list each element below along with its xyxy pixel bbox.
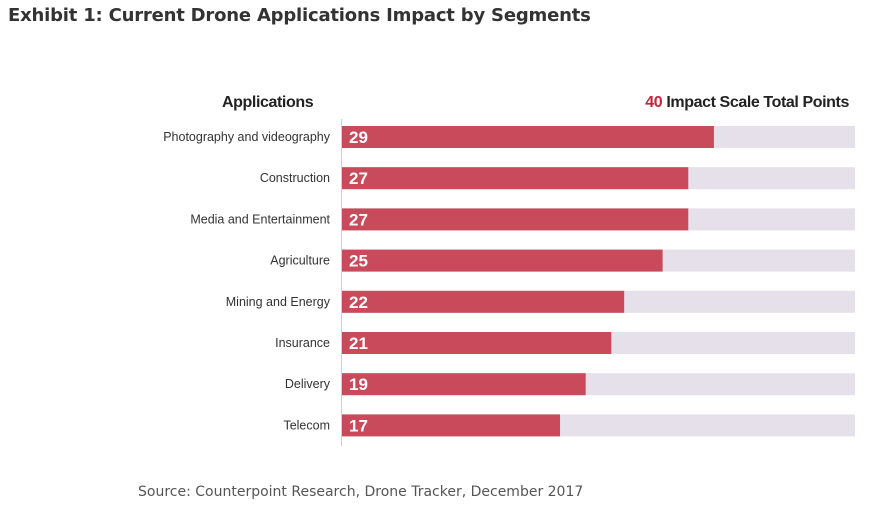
category-label: Delivery bbox=[285, 377, 331, 391]
impact-scale-max: 40 bbox=[645, 94, 663, 111]
category-label: Insurance bbox=[275, 336, 330, 350]
bar-value-label: 29 bbox=[349, 128, 368, 147]
bar-value-label: 17 bbox=[349, 416, 368, 435]
bar bbox=[342, 249, 663, 272]
category-label: Telecom bbox=[283, 418, 330, 432]
impact-scale-label: Scale Total Points bbox=[715, 94, 850, 111]
category-label: Mining and Energy bbox=[226, 295, 331, 309]
category-label: Media and Entertainment bbox=[190, 212, 330, 226]
impact-scale-header: 40 Impact Scale Total Points bbox=[645, 94, 849, 112]
bar-value-label: 21 bbox=[349, 334, 368, 353]
bar-value-label: 27 bbox=[349, 169, 368, 188]
impact-scale-word: Impact bbox=[662, 94, 716, 111]
applications-header: Applications bbox=[222, 94, 314, 111]
bar-value-label: 22 bbox=[349, 293, 368, 312]
bar bbox=[342, 208, 689, 231]
category-label: Agriculture bbox=[270, 254, 330, 268]
category-label: Construction bbox=[260, 171, 330, 185]
exhibit-title: Exhibit 1: Current Drone Applications Im… bbox=[8, 5, 591, 26]
bar bbox=[342, 373, 586, 396]
bar-value-label: 25 bbox=[349, 252, 368, 271]
bar bbox=[342, 332, 612, 354]
bar bbox=[342, 414, 561, 437]
bar bbox=[342, 167, 689, 190]
bar-value-label: 19 bbox=[349, 375, 368, 394]
source-note: Source: Counterpoint Research, Drone Tra… bbox=[138, 484, 584, 500]
bar bbox=[342, 290, 625, 313]
category-label: Photography and videography bbox=[163, 130, 331, 144]
bar-value-label: 27 bbox=[349, 210, 368, 229]
axis-line bbox=[341, 119, 342, 446]
bar bbox=[342, 126, 714, 148]
